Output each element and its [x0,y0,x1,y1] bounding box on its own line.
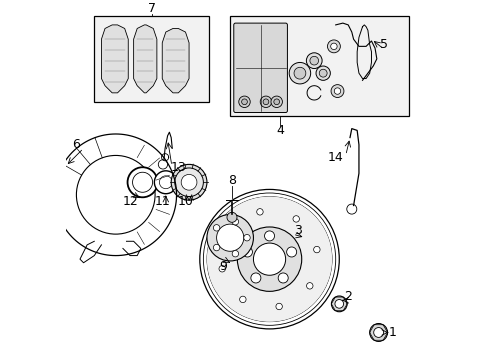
Text: 2: 2 [344,290,351,303]
Circle shape [241,99,247,105]
Circle shape [270,96,282,108]
Text: 5: 5 [379,38,387,51]
Circle shape [273,99,279,105]
Circle shape [226,212,237,222]
Circle shape [239,296,245,303]
Circle shape [293,67,305,79]
Circle shape [242,247,252,257]
Circle shape [232,219,238,225]
Circle shape [286,247,296,257]
Text: 10: 10 [177,195,193,208]
Text: 6: 6 [72,138,80,151]
Circle shape [158,160,167,169]
Circle shape [174,168,203,197]
Circle shape [327,40,340,53]
Circle shape [331,296,346,312]
Circle shape [313,246,320,253]
Circle shape [216,224,244,251]
Circle shape [288,62,310,84]
Circle shape [373,328,383,337]
Bar [230,16,408,116]
Text: 4: 4 [276,124,284,137]
Circle shape [253,243,285,275]
Circle shape [244,234,250,241]
Circle shape [256,209,263,215]
Text: 12: 12 [122,195,138,208]
Text: 13: 13 [170,162,186,175]
Circle shape [315,66,330,80]
Circle shape [306,53,322,68]
Circle shape [127,167,157,197]
Circle shape [206,197,331,322]
Circle shape [154,171,177,194]
Circle shape [334,300,343,308]
Circle shape [263,99,268,105]
Polygon shape [162,28,189,93]
Circle shape [225,229,232,236]
Circle shape [292,216,299,222]
Text: 1: 1 [388,326,396,339]
Circle shape [278,273,287,283]
Circle shape [171,165,206,200]
Circle shape [330,43,336,50]
Circle shape [346,204,356,214]
Circle shape [213,244,220,251]
Circle shape [76,156,155,234]
Text: 3: 3 [294,224,302,237]
Text: 14: 14 [327,151,343,164]
Circle shape [275,303,282,310]
Circle shape [237,227,301,291]
Circle shape [250,273,260,283]
Circle shape [219,266,225,272]
Circle shape [238,96,250,108]
Text: 8: 8 [227,174,236,187]
Circle shape [159,176,172,189]
Bar [94,16,208,102]
Circle shape [264,231,274,241]
Circle shape [213,225,220,231]
Circle shape [206,215,253,261]
Circle shape [132,172,152,192]
Circle shape [260,96,271,108]
Circle shape [369,324,387,341]
Circle shape [330,85,343,98]
Text: 11: 11 [154,195,170,208]
Polygon shape [101,25,128,93]
Circle shape [319,69,326,77]
Circle shape [181,174,197,190]
Circle shape [334,88,340,94]
Circle shape [232,251,238,257]
Polygon shape [133,25,157,93]
Text: 7: 7 [147,2,155,15]
Circle shape [306,283,312,289]
Text: 9: 9 [219,260,226,273]
Circle shape [309,56,318,65]
FancyBboxPatch shape [233,23,287,113]
